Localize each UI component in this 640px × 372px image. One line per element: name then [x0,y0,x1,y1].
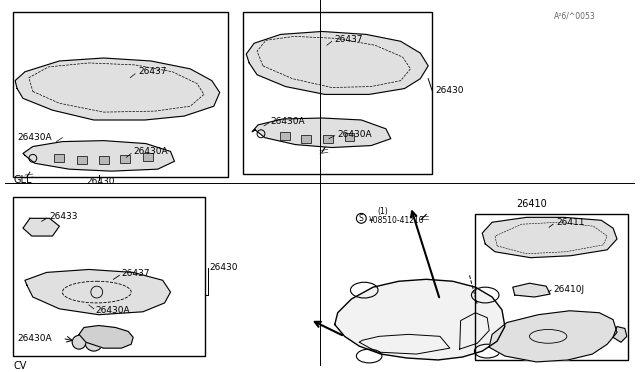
Circle shape [85,333,102,351]
Bar [54,154,64,162]
Bar [344,133,355,141]
Polygon shape [252,118,391,148]
Bar [301,135,311,142]
Polygon shape [23,141,175,171]
Bar [13,12,228,177]
Text: 26430A: 26430A [133,147,168,156]
Text: 26437: 26437 [122,269,150,278]
Polygon shape [23,218,60,236]
Text: 26411: 26411 [556,218,584,227]
Text: 26437: 26437 [138,67,166,76]
Text: 26430: 26430 [435,86,463,95]
Bar [476,214,628,360]
Polygon shape [613,327,627,342]
Text: 26433: 26433 [49,212,78,221]
Text: 26437: 26437 [335,35,364,44]
Text: A²6/^0053: A²6/^0053 [554,11,596,20]
Text: CV: CV [13,361,26,371]
Bar [13,197,205,356]
Polygon shape [513,283,550,297]
Text: ¥08510-41210: ¥08510-41210 [369,216,425,225]
Bar [243,12,432,174]
Text: 26430A: 26430A [17,133,52,142]
Text: 26430A: 26430A [338,130,372,139]
Bar [77,156,87,164]
Polygon shape [489,311,617,362]
Text: 26430: 26430 [210,263,238,272]
Polygon shape [25,269,170,315]
Text: GLL: GLL [13,175,31,185]
Text: 26430A: 26430A [271,118,305,126]
Text: 26410J: 26410J [553,285,584,294]
Circle shape [72,336,86,349]
Text: (1): (1) [377,207,388,216]
Bar [143,153,153,161]
Polygon shape [483,217,617,258]
Text: S: S [359,214,364,223]
Polygon shape [79,326,133,348]
Bar [323,135,333,142]
Text: 26410: 26410 [516,199,547,209]
Bar [120,155,130,163]
Text: 26430A: 26430A [96,306,131,315]
Text: 26430A: 26430A [17,334,52,343]
Bar [280,132,289,140]
Polygon shape [246,32,428,94]
Polygon shape [335,279,505,360]
Bar [99,156,109,164]
Polygon shape [15,58,220,120]
Text: 26430: 26430 [86,177,115,186]
